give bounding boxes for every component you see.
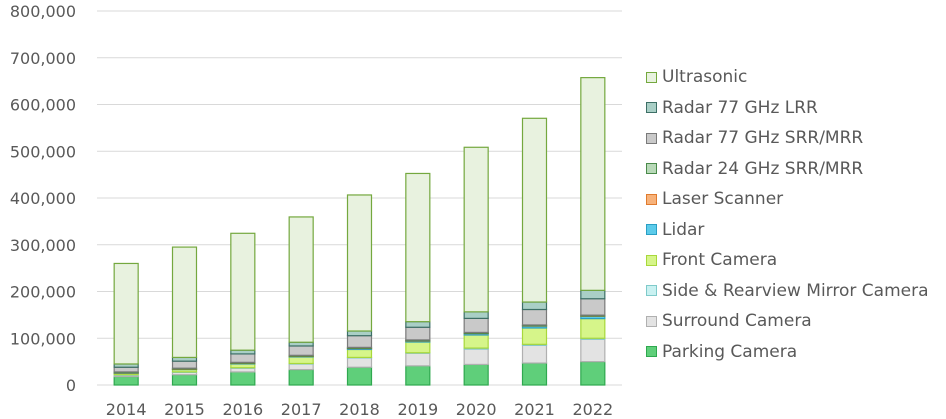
bar-segment-radar-77-ghz-srr-mrr bbox=[463, 317, 489, 334]
bar-segment-parking-camera bbox=[230, 371, 256, 386]
x-tick-label: 2015 bbox=[164, 400, 205, 419]
legend-label: Parking Camera bbox=[662, 341, 798, 362]
bar-segment-radar-77-ghz-lrr bbox=[521, 301, 548, 311]
bar-segment-parking-camera bbox=[463, 363, 489, 386]
legend-item: Ultrasonic bbox=[646, 62, 929, 93]
bar-segment-front-camera bbox=[288, 356, 314, 365]
x-tick-label: 2019 bbox=[397, 400, 438, 419]
bar-segment-radar-77-ghz-lrr bbox=[463, 311, 489, 319]
y-tick-label: 100,000 bbox=[10, 329, 76, 348]
bar-segment-parking-camera bbox=[405, 365, 431, 386]
y-tick-label: 700,000 bbox=[10, 49, 76, 68]
legend-item: Front Camera bbox=[646, 245, 929, 276]
bar-segment-parking-camera bbox=[171, 374, 198, 386]
legend-item: Radar 77 GHz LRR bbox=[646, 93, 929, 124]
bar-segment-surround-camera bbox=[580, 338, 606, 363]
bar-segment-parking-camera bbox=[580, 361, 606, 386]
bar-segment-parking-camera bbox=[521, 362, 548, 386]
bar-segment-front-camera bbox=[405, 341, 431, 354]
bar-segment-radar-77-ghz-srr-mrr bbox=[521, 308, 548, 326]
legend-swatch bbox=[646, 71, 657, 83]
bar-segment-ultrasonic bbox=[580, 77, 606, 291]
bar-segment-parking-camera bbox=[346, 366, 373, 386]
bar-segment-front-camera bbox=[521, 327, 548, 345]
bar-segment-parking-camera bbox=[288, 368, 314, 386]
legend-swatch bbox=[646, 132, 657, 144]
legend-swatch bbox=[646, 346, 657, 358]
x-tick-label: 2021 bbox=[514, 400, 555, 419]
bar-segment-surround-camera bbox=[288, 363, 314, 371]
legend: Ultrasonic Radar 77 GHz LRR Radar 77 GHz S… bbox=[646, 62, 929, 367]
bar-segment-ultrasonic bbox=[230, 232, 256, 351]
x-tick-label: 2017 bbox=[281, 400, 322, 419]
bar-segment-radar-77-ghz-srr-mrr bbox=[288, 345, 314, 356]
x-tick-label: 2014 bbox=[106, 400, 147, 419]
bar-segment-surround-camera bbox=[346, 357, 373, 368]
bar-segment-radar-77-ghz-srr-mrr bbox=[230, 353, 256, 363]
bar-segment-radar-77-ghz-lrr bbox=[405, 321, 431, 328]
bar-segment-front-camera bbox=[346, 348, 373, 359]
x-tick-label: 2020 bbox=[456, 400, 497, 419]
bar-segment-radar-77-ghz-lrr bbox=[346, 330, 373, 337]
bar-segment-front-camera bbox=[580, 318, 606, 339]
bar-segment-ultrasonic bbox=[288, 216, 314, 343]
y-tick-label: 200,000 bbox=[10, 283, 76, 302]
legend-label: Side & Rearview Mirror Camera bbox=[662, 280, 929, 301]
x-tick-label: 2022 bbox=[572, 400, 613, 419]
legend-label: Lidar bbox=[662, 219, 705, 240]
legend-swatch bbox=[646, 102, 657, 114]
bar-segment-surround-camera bbox=[521, 344, 548, 364]
y-tick-label: 500,000 bbox=[10, 142, 76, 161]
legend-item: Parking Camera bbox=[646, 337, 929, 368]
bar-segment-radar-77-ghz-srr-mrr bbox=[580, 298, 606, 316]
bar-segment-radar-77-ghz-srr-mrr bbox=[113, 366, 139, 373]
bar-segment-front-camera bbox=[463, 334, 489, 349]
legend-item: Lidar bbox=[646, 215, 929, 246]
bar-segment-surround-camera bbox=[405, 352, 431, 367]
y-tick-label: 0 bbox=[66, 376, 76, 395]
bar-segment-ultrasonic bbox=[171, 246, 198, 359]
bar-segment-ultrasonic bbox=[113, 262, 139, 365]
bar-segment-ultrasonic bbox=[463, 146, 489, 313]
legend-swatch bbox=[646, 285, 657, 297]
legend-swatch bbox=[646, 254, 657, 266]
legend-label: Laser Scanner bbox=[662, 189, 784, 210]
bar-segment-radar-77-ghz-srr-mrr bbox=[346, 335, 373, 348]
legend-label: Front Camera bbox=[662, 250, 778, 271]
legend-swatch bbox=[646, 224, 657, 236]
bar-segment-radar-77-ghz-srr-mrr bbox=[405, 326, 431, 341]
legend-item: Side & Rearview Mirror Camera bbox=[646, 276, 929, 307]
x-tick-label: 2018 bbox=[339, 400, 380, 419]
y-axis-tick-labels: 0 100,000 200,000 300,000 400,000 500,000 600,… bbox=[10, 2, 76, 395]
legend-label: Surround Camera bbox=[662, 311, 812, 332]
bar-segment-ultrasonic bbox=[346, 194, 373, 332]
y-tick-label: 400,000 bbox=[10, 189, 76, 208]
bar-segment-radar-77-ghz-lrr bbox=[580, 289, 606, 300]
legend-label: Radar 24 GHz SRR/MRR bbox=[662, 158, 864, 179]
y-tick-label: 800,000 bbox=[10, 2, 76, 21]
legend-swatch bbox=[646, 163, 657, 175]
legend-label: Radar 77 GHz SRR/MRR bbox=[662, 128, 864, 149]
legend-swatch bbox=[646, 193, 657, 205]
legend-item: Radar 24 GHz SRR/MRR bbox=[646, 154, 929, 185]
x-tick-label: 2016 bbox=[222, 400, 263, 419]
bar-segment-ultrasonic bbox=[521, 117, 548, 303]
y-tick-label: 300,000 bbox=[10, 236, 76, 255]
bar-segment-parking-camera bbox=[113, 375, 139, 386]
legend-swatch bbox=[646, 315, 657, 327]
legend-item: Laser Scanner bbox=[646, 184, 929, 215]
bars bbox=[113, 77, 606, 386]
legend-label: Radar 77 GHz LRR bbox=[662, 97, 818, 118]
legend-item: Radar 77 GHz SRR/MRR bbox=[646, 123, 929, 154]
bar-segment-radar-77-ghz-srr-mrr bbox=[171, 360, 198, 369]
legend-label: Ultrasonic bbox=[662, 67, 748, 88]
bar-segment-surround-camera bbox=[463, 348, 489, 366]
legend-item: Surround Camera bbox=[646, 306, 929, 337]
bar-segment-ultrasonic bbox=[405, 172, 431, 323]
y-tick-label: 600,000 bbox=[10, 96, 76, 115]
x-axis-tick-labels: 2014 2015 2016 2017 2018 2019 2020 2021 2022 bbox=[106, 400, 613, 419]
